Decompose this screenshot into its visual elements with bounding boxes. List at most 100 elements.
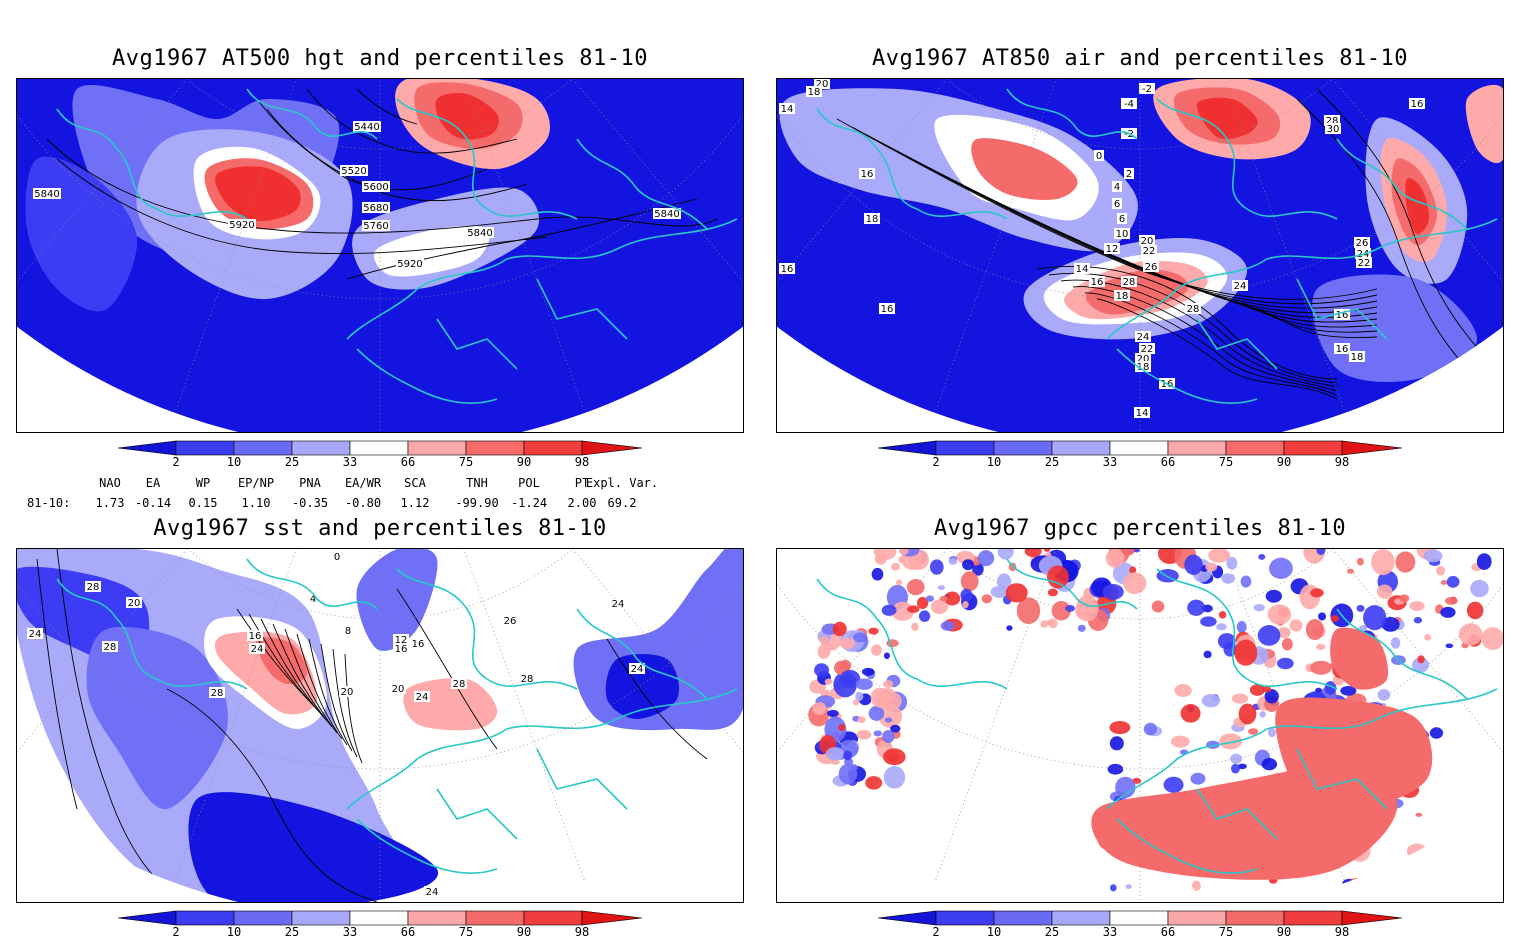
contour-line bbox=[356, 88, 418, 125]
percentile-region bbox=[1390, 637, 1401, 649]
svg-text:18: 18 bbox=[1351, 352, 1364, 363]
percentile-region bbox=[215, 166, 301, 222]
svg-text:24: 24 bbox=[426, 887, 439, 898]
contour-label: 4 bbox=[1112, 181, 1122, 193]
percentile-region bbox=[1205, 562, 1218, 572]
contour-line bbox=[941, 174, 1378, 333]
contour-label: 5760 bbox=[362, 220, 390, 232]
svg-text:14: 14 bbox=[1136, 408, 1149, 419]
percentile-region bbox=[1230, 753, 1243, 764]
svg-text:24: 24 bbox=[251, 644, 264, 655]
contour-label: 16 bbox=[1089, 276, 1105, 288]
percentile-region bbox=[1219, 733, 1243, 750]
percentile-region bbox=[861, 667, 875, 676]
contour-label: 20 bbox=[390, 683, 406, 695]
percentile-region bbox=[873, 730, 882, 737]
contour-label: 16 bbox=[779, 263, 795, 275]
percentile-region bbox=[1359, 624, 1368, 632]
percentile-region bbox=[1051, 600, 1071, 621]
percentile-region bbox=[1395, 551, 1416, 573]
percentile-region bbox=[1411, 657, 1430, 673]
coastline bbox=[576, 138, 708, 230]
percentile-region bbox=[856, 729, 872, 740]
coastline bbox=[1196, 278, 1388, 370]
contour-label: 5840 bbox=[466, 227, 494, 239]
percentile-region bbox=[884, 717, 893, 723]
percentile-region bbox=[1115, 776, 1136, 799]
svg-text:16: 16 bbox=[249, 631, 262, 642]
svg-text:22: 22 bbox=[1143, 246, 1156, 257]
percentile-region bbox=[1247, 728, 1259, 735]
percentile-region bbox=[891, 562, 900, 571]
contour-label: 6 bbox=[1112, 198, 1122, 210]
svg-text:5920: 5920 bbox=[397, 259, 422, 270]
colorbar-tick-label: 75 bbox=[1218, 925, 1234, 939]
percentile-region bbox=[1216, 623, 1227, 631]
indices-header-cell: POL bbox=[518, 476, 540, 490]
percentile-region bbox=[1187, 599, 1206, 616]
colorbar-tick-label: 66 bbox=[400, 455, 416, 469]
indices-header-cell: EA/WR bbox=[344, 476, 382, 490]
percentile-region bbox=[1405, 178, 1430, 235]
percentile-region bbox=[1409, 601, 1425, 611]
svg-text:22: 22 bbox=[1141, 344, 1154, 355]
contour-label: 18 bbox=[806, 86, 822, 98]
contour-label: 18 bbox=[864, 213, 880, 225]
percentile-region bbox=[825, 747, 845, 761]
coastline bbox=[396, 568, 578, 690]
contour-line bbox=[332, 648, 358, 758]
contour-label: 2 bbox=[1124, 168, 1134, 180]
percentile-region bbox=[1048, 618, 1058, 629]
percentile-region bbox=[1231, 693, 1249, 704]
colorbar-bottom-right: 2 10 25 33 66 75 90 98 bbox=[877, 910, 1404, 940]
percentile-region bbox=[996, 573, 1012, 591]
percentile-region bbox=[1238, 703, 1257, 725]
svg-text:-2: -2 bbox=[1124, 129, 1134, 140]
percentile-region bbox=[918, 610, 931, 622]
contour-label: 20 bbox=[339, 686, 355, 698]
coastline bbox=[576, 608, 708, 700]
percentile-region bbox=[1316, 643, 1326, 651]
percentile-region bbox=[1262, 686, 1272, 693]
colorbar-tick-label: 25 bbox=[1044, 455, 1060, 469]
percentile-region bbox=[1105, 549, 1125, 568]
percentile-region bbox=[1429, 727, 1444, 739]
percentile-region bbox=[1043, 549, 1051, 552]
percentile-region bbox=[1065, 605, 1076, 612]
svg-text:12: 12 bbox=[395, 635, 408, 646]
percentile-region bbox=[1005, 583, 1028, 603]
percentile-region bbox=[1281, 638, 1293, 651]
percentile-region bbox=[906, 579, 925, 596]
colorbar-segment bbox=[1225, 910, 1285, 926]
colorbar-segment bbox=[233, 440, 293, 456]
coastline bbox=[1156, 98, 1338, 220]
percentile-region bbox=[832, 621, 847, 637]
contour-line bbox=[1296, 98, 1478, 380]
percentile-region bbox=[853, 632, 868, 643]
indices-value-row: 81-10: 1.73 -0.14 0.15 1.10 -0.35 -0.80 1.12 -9… bbox=[0, 496, 760, 512]
svg-text:26: 26 bbox=[504, 616, 517, 627]
contour-label: 0 bbox=[1094, 150, 1104, 162]
svg-text:14: 14 bbox=[781, 104, 794, 115]
indices-header-cell: NAO bbox=[99, 476, 121, 490]
contour-label: 24 bbox=[414, 691, 430, 703]
percentile-region bbox=[1466, 601, 1484, 620]
indices-row-label: 81-10: bbox=[27, 496, 71, 510]
svg-text:8: 8 bbox=[345, 626, 351, 637]
percentile-region bbox=[972, 562, 984, 576]
percentile-region bbox=[824, 678, 833, 685]
colorbar-gradient bbox=[877, 910, 1403, 926]
percentile-region bbox=[1047, 565, 1069, 589]
colorbar-segment bbox=[993, 440, 1053, 456]
percentile-region bbox=[1305, 619, 1324, 641]
colorbar-gradient bbox=[877, 440, 1403, 456]
contour-label: 20 bbox=[126, 597, 142, 609]
percentile-region bbox=[838, 723, 846, 731]
svg-text:5600: 5600 bbox=[363, 182, 388, 193]
contour-label: 24 bbox=[1135, 331, 1151, 343]
svg-text:0: 0 bbox=[334, 552, 340, 563]
percentile-region bbox=[857, 716, 866, 724]
indices-value-cell: 2.00 bbox=[567, 496, 597, 510]
contour-label: 16 bbox=[410, 638, 426, 650]
colorbar-tick-label: 33 bbox=[1102, 455, 1118, 469]
